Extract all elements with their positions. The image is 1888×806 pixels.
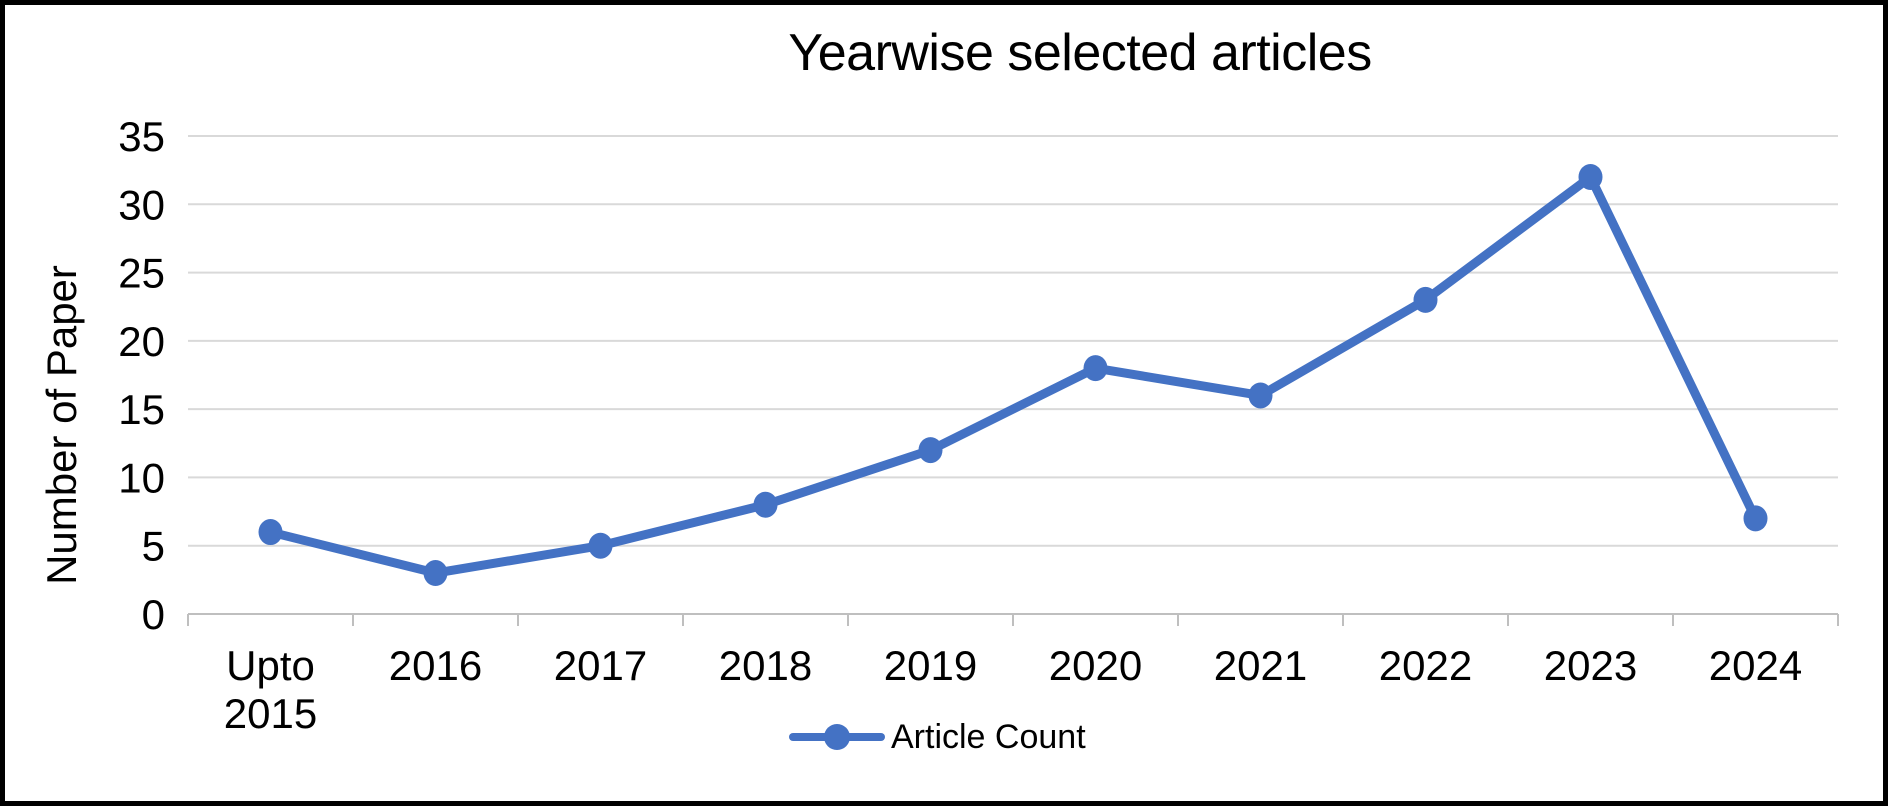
x-tick-label: 2018 — [719, 642, 812, 689]
x-tick-label: 2024 — [1709, 642, 1802, 689]
data-point-marker — [753, 491, 778, 518]
y-tick-label: 10 — [118, 454, 165, 501]
data-point-marker — [588, 532, 613, 559]
y-tick-label: 25 — [118, 250, 165, 297]
data-point-marker — [918, 437, 943, 464]
line-chart: 0 5 10 15 20 25 30 35 Upto 2015 2016 2017 2018 2019 20… — [118, 113, 1839, 737]
y-tick-label: 35 — [118, 113, 165, 160]
data-point-marker — [1413, 286, 1438, 313]
x-tick-label: 2019 — [884, 642, 977, 689]
x-tick-label: 2016 — [389, 642, 482, 689]
x-tick-label: 2023 — [1544, 642, 1637, 689]
legend-label: Article Count — [891, 717, 1086, 756]
x-tick-label: 2022 — [1379, 642, 1472, 689]
x-tick-label: 2020 — [1049, 642, 1142, 689]
x-tick-label: 2021 — [1214, 642, 1307, 689]
data-point-marker — [1578, 163, 1603, 190]
data-point-marker — [1083, 355, 1108, 382]
data-point-marker — [1248, 382, 1273, 409]
series-line — [266, 172, 1760, 578]
y-tick-label: 20 — [118, 318, 165, 365]
data-point-marker — [423, 560, 448, 587]
x-tick-label: Upto 2015 — [224, 642, 317, 737]
y-tick-label: 15 — [118, 386, 165, 433]
legend: Article Count — [787, 712, 1086, 762]
y-tick-label: 0 — [142, 591, 165, 638]
y-tick-label: 30 — [118, 181, 165, 228]
data-point-marker — [258, 519, 283, 546]
x-tick-label: 2017 — [554, 642, 647, 689]
legend-line-marker-icon — [789, 724, 885, 750]
data-point-marker — [1743, 505, 1768, 532]
y-tick-label: 5 — [142, 523, 165, 570]
chart-title: Yearwise selected articles — [788, 24, 1372, 82]
